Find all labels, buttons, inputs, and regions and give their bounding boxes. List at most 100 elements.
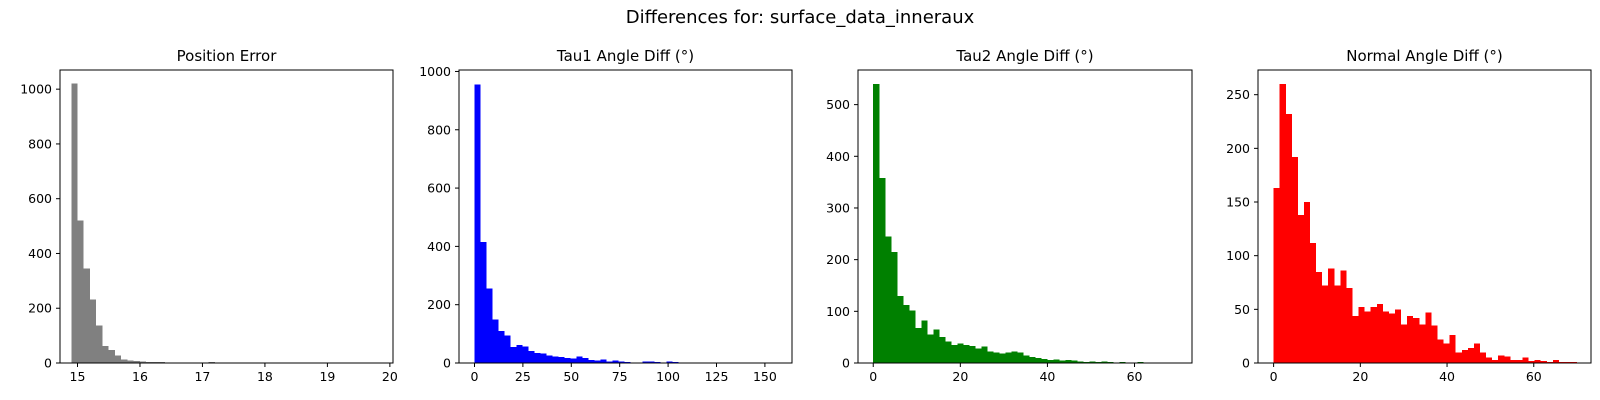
histogram-bar (1011, 351, 1018, 363)
chart-panel-4: Normal Angle Diff (°) 0 20 40 60 0 50 100 150 200… (1226, 47, 1592, 384)
histogram-bar (1455, 352, 1462, 363)
y-tick-label: 1000 (20, 82, 52, 97)
histogram-bar (1053, 359, 1060, 363)
histogram-bar (1328, 268, 1335, 363)
y-tick-label: 200 (1226, 141, 1250, 156)
histogram-bar (1291, 156, 1298, 363)
histogram-bar (474, 84, 481, 363)
histogram-bar (102, 346, 109, 363)
histogram-bar (951, 344, 958, 363)
histogram-bar (642, 361, 649, 363)
histogram-bar (486, 288, 493, 363)
histogram-bar (1101, 361, 1108, 363)
histogram-bar (89, 299, 97, 363)
histogram-bar (933, 329, 940, 363)
histogram-bar (606, 361, 613, 363)
histogram-bar (1023, 355, 1030, 363)
histogram-bar (1303, 202, 1311, 363)
histogram-bar (1273, 188, 1280, 363)
histogram-bars (1273, 83, 1578, 363)
histogram-bar (987, 351, 994, 363)
histogram-bar (576, 356, 583, 363)
x-tick-label: 20 (382, 369, 398, 384)
histogram-bar (1558, 361, 1565, 363)
histogram-bar (1005, 352, 1012, 363)
axes-frame (1257, 69, 1592, 364)
histogram-bar (1443, 343, 1450, 363)
y-tick-label: 800 (28, 136, 52, 151)
y-tick-label: 500 (826, 97, 850, 112)
histogram-bar (1322, 285, 1329, 363)
histogram-bar (915, 327, 922, 363)
histogram-bar (927, 334, 934, 363)
histogram-bar (133, 360, 140, 363)
histogram-bar (975, 348, 982, 363)
histogram-bar (1059, 360, 1066, 363)
histogram-bar (1352, 315, 1359, 363)
histogram-bar (1492, 359, 1499, 363)
histogram-bar (1297, 214, 1304, 363)
histogram-bar (1498, 355, 1505, 363)
histogram-bar (618, 361, 625, 363)
y-tick-label: 800 (427, 122, 451, 137)
histogram-bars (71, 83, 322, 363)
histogram-bar (1407, 315, 1414, 363)
histogram-bar (903, 305, 910, 363)
histogram-bar (666, 361, 673, 363)
histogram-bar (1029, 356, 1036, 363)
x-tick-label: 50 (563, 369, 579, 384)
y-tick-label: 200 (427, 297, 451, 312)
x-tick-label: 0 (471, 369, 479, 384)
histogram-bar (1419, 324, 1426, 363)
y-tick-label: 400 (28, 246, 52, 261)
x-tick-label: 75 (612, 369, 628, 384)
histogram-bar (1571, 361, 1578, 363)
histogram-bar (1071, 360, 1078, 363)
histogram-bar (993, 352, 1000, 363)
histogram-bar (1528, 360, 1535, 363)
y-tick-label: 200 (28, 301, 52, 316)
histogram-bar (1316, 271, 1323, 363)
histogram-bar (121, 359, 128, 363)
histogram-bar (1395, 309, 1402, 363)
histogram-bar (552, 356, 559, 363)
histogram-bar (1285, 114, 1292, 363)
panel-title: Tau2 Angle Diff (°) (955, 47, 1093, 65)
y-tick-label: 300 (826, 200, 850, 215)
histogram-bar (921, 320, 928, 363)
y-tick-label: 150 (1226, 195, 1250, 210)
y-tick-label: 0 (44, 356, 52, 371)
histogram-bar (534, 352, 541, 363)
chart-panel-3: Tau2 Angle Diff (°) 0 20 40 60 0 100 200 300 400 5… (826, 47, 1193, 384)
y-tick-label: 600 (427, 181, 451, 196)
panel-title: Tau1 Angle Diff (°) (556, 47, 694, 65)
histogram-bar (1017, 352, 1024, 363)
histogram-bar (939, 337, 946, 363)
y-tick-label: 100 (826, 304, 850, 319)
histogram-bar (1486, 357, 1493, 363)
x-tick-label: 0 (1270, 369, 1278, 384)
histogram-bar (1510, 359, 1517, 363)
y-tick-label: 400 (427, 239, 451, 254)
x-tick-label: 18 (257, 369, 273, 384)
axes-frame (458, 69, 793, 364)
histogram-bar (522, 346, 529, 363)
x-tick-label: 125 (705, 369, 729, 384)
panel-title: Normal Angle Diff (°) (1346, 47, 1503, 65)
histogram-bar (1425, 312, 1432, 363)
histogram-bar (1279, 83, 1286, 363)
histogram-bar (648, 361, 655, 363)
figure-suptitle: Differences for: surface_data_inneraux (626, 7, 975, 28)
histogram-bar (1310, 242, 1317, 363)
histogram-bar (1346, 287, 1353, 363)
histogram-bars (474, 84, 775, 363)
histogram-bar (1449, 335, 1456, 363)
histogram-bar (96, 325, 103, 363)
histogram-bar (564, 357, 571, 363)
panel-title: Position Error (177, 47, 278, 65)
x-tick-label: 100 (656, 369, 680, 384)
histogram-bar (1382, 311, 1389, 363)
histogram-bar (1119, 361, 1126, 363)
